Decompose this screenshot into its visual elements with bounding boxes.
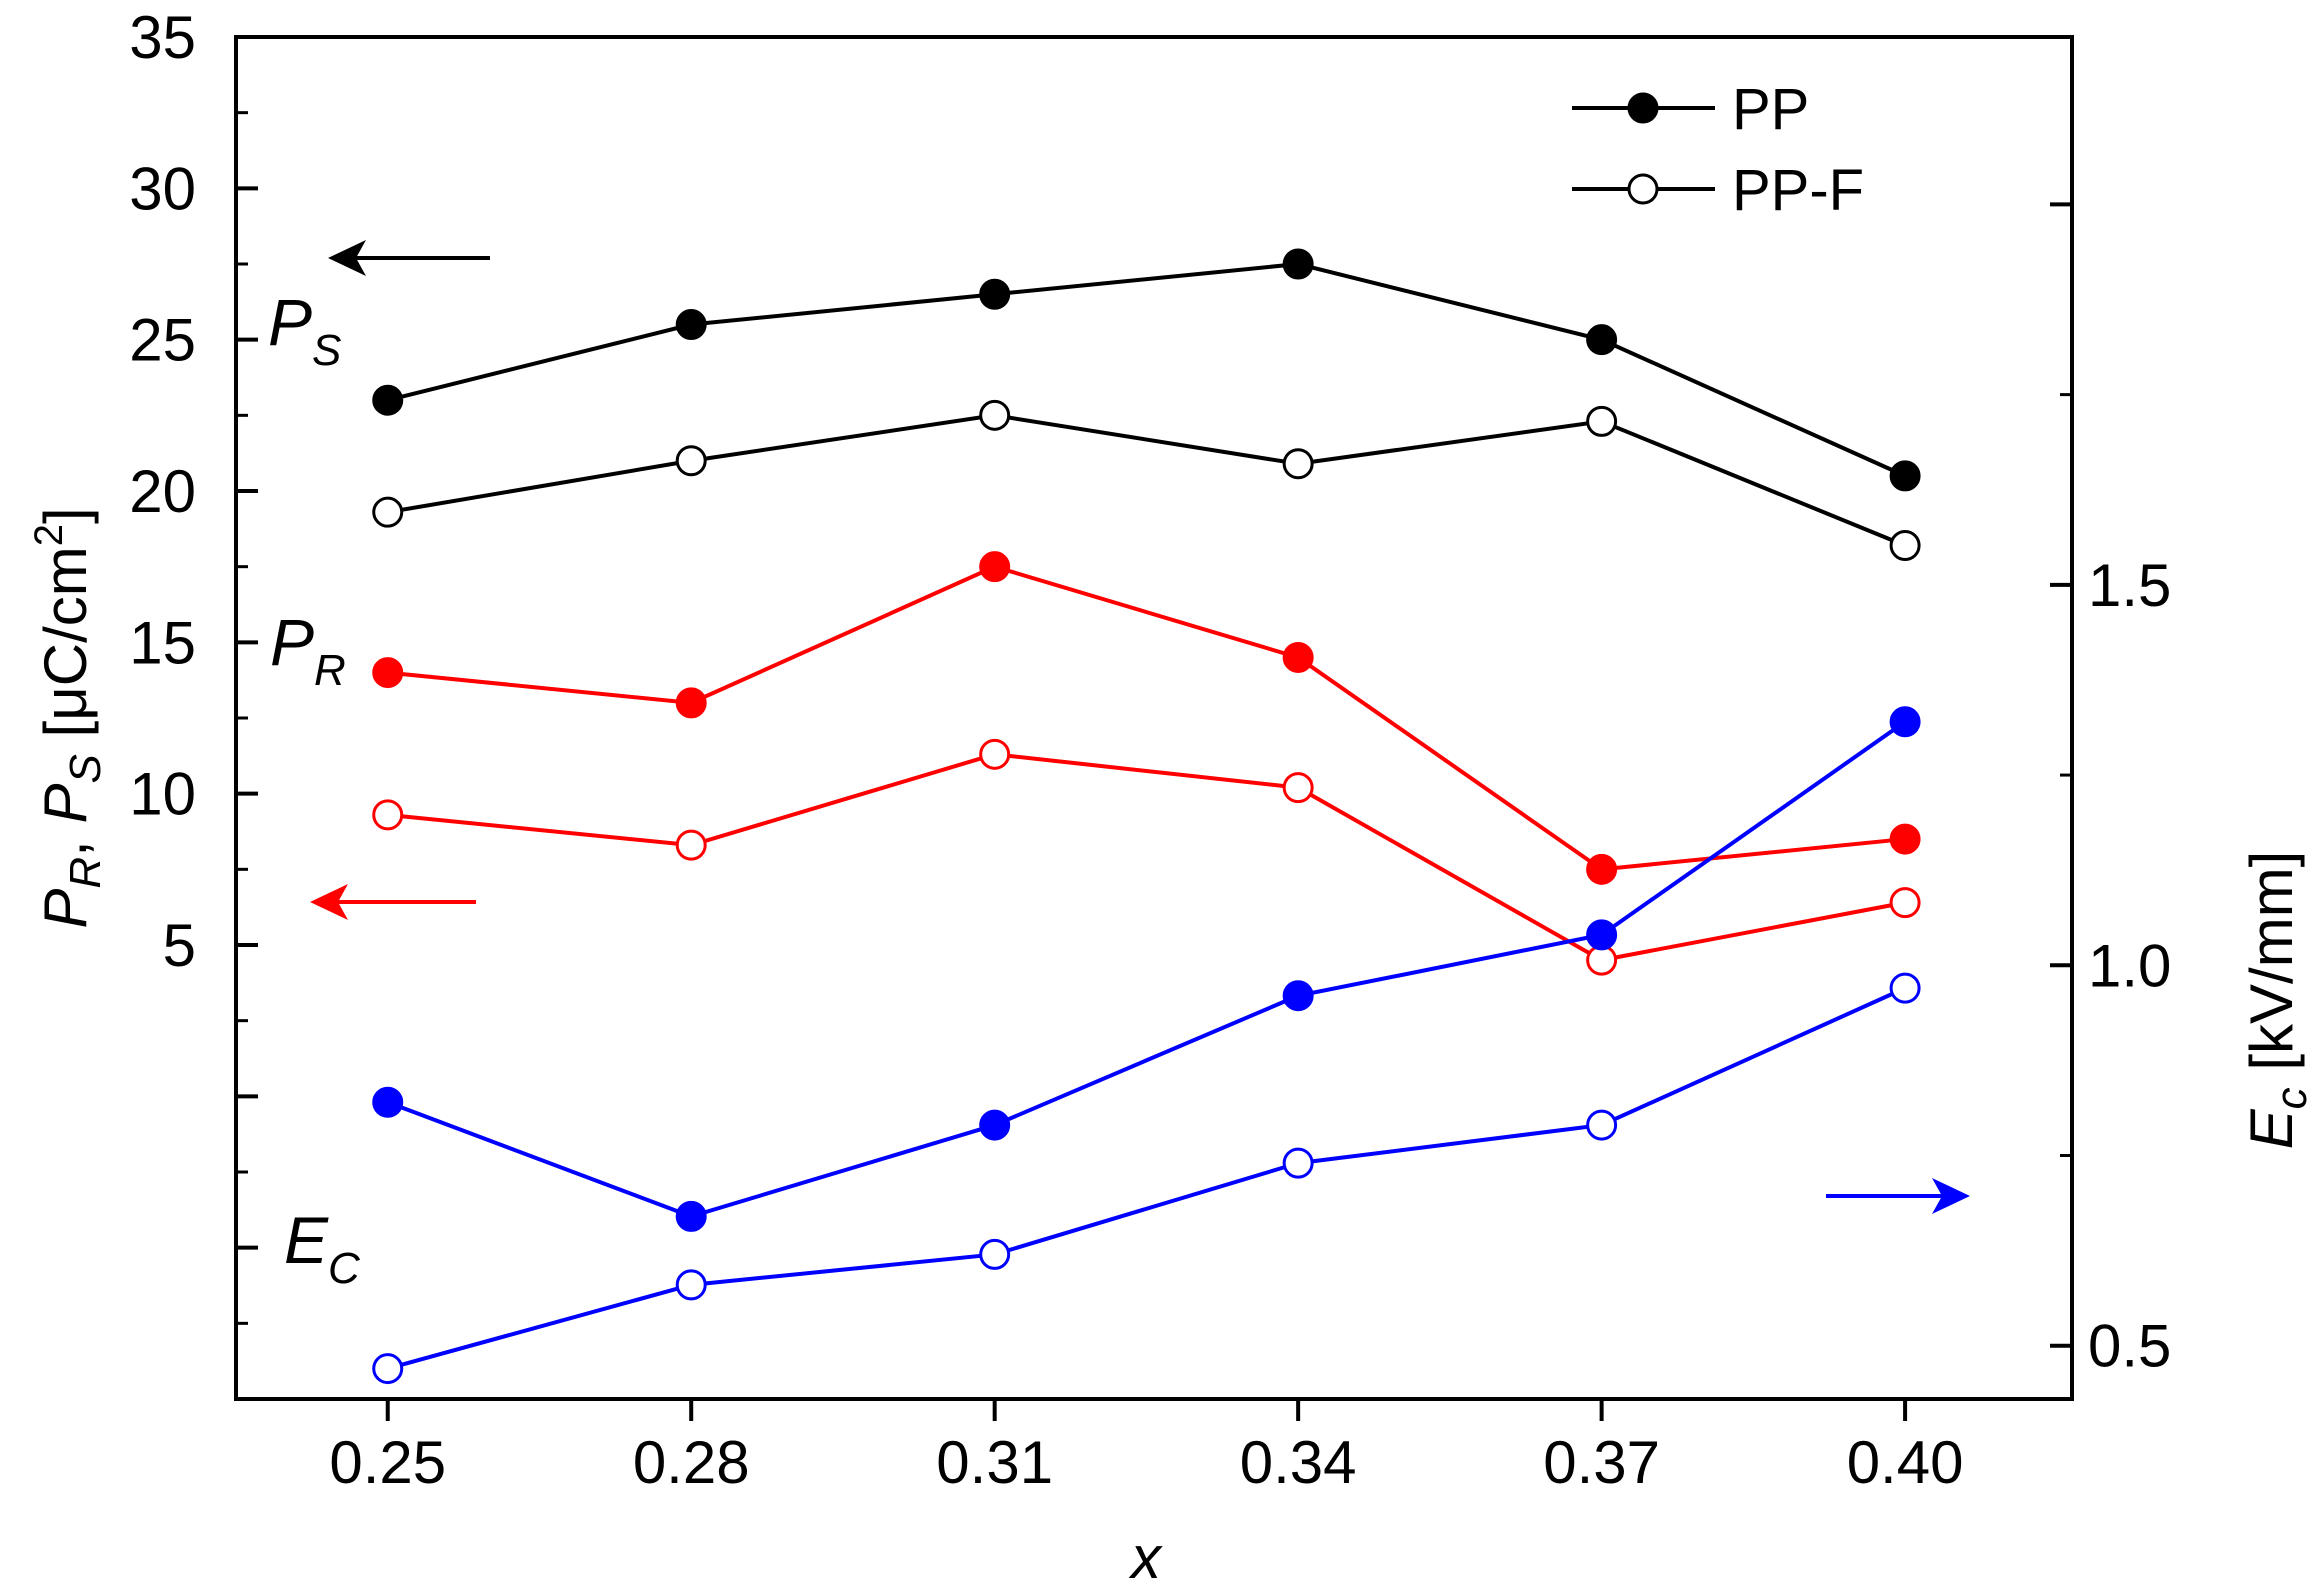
point-ps-pp-f bbox=[1586, 405, 1618, 437]
point-pr-pp bbox=[1889, 823, 1921, 855]
x-tick-label: 0.37 bbox=[1543, 1429, 1660, 1496]
point-ec-pp bbox=[1282, 980, 1314, 1012]
point-ec-pp bbox=[372, 1086, 404, 1118]
point-ec-pp bbox=[979, 1109, 1011, 1141]
left-tick-label: 20 bbox=[129, 458, 196, 525]
series-line-pr-pp bbox=[387, 564, 1906, 872]
left-axis-title-close: ] bbox=[32, 507, 99, 524]
point-pr-pp bbox=[675, 687, 707, 719]
ps-label-main: P bbox=[268, 285, 312, 359]
point-pr-pp-f bbox=[1282, 772, 1314, 804]
right-tick-label: 1.5 bbox=[2088, 552, 2171, 619]
point-ps-pp-f bbox=[372, 496, 404, 528]
x-tick-label: 0.31 bbox=[936, 1429, 1053, 1496]
point-ps-pp bbox=[979, 278, 1011, 310]
point-pr-pp-f bbox=[675, 829, 707, 861]
point-ec-pp-f bbox=[1889, 972, 1921, 1004]
right-axis-title-unit: [kV/mm] bbox=[2238, 851, 2305, 1088]
series-line-ec-pp bbox=[387, 720, 1907, 1219]
ec-axis-arrow bbox=[1826, 1178, 1970, 1214]
point-ec-pp-f bbox=[675, 1269, 707, 1301]
ps-label: PS bbox=[268, 285, 341, 375]
point-ps-pp bbox=[1282, 248, 1314, 280]
point-ps-pp bbox=[675, 309, 707, 341]
series-layer bbox=[372, 248, 1921, 1385]
point-pr-pp bbox=[372, 657, 404, 689]
point-ps-pp-f bbox=[1282, 448, 1314, 480]
pr-label-sub: R bbox=[314, 646, 346, 695]
right-axis-title: Ec [kV/mm] bbox=[2238, 851, 2316, 1150]
ec-label: EC bbox=[284, 1203, 361, 1293]
point-ps-pp bbox=[1889, 460, 1921, 492]
series-line-ec-pp-f bbox=[387, 986, 1906, 1371]
x-tick-label: 0.34 bbox=[1240, 1429, 1357, 1496]
point-ec-pp-f bbox=[979, 1238, 1011, 1270]
ps-axis-arrow bbox=[328, 240, 490, 276]
left-tick-label: 25 bbox=[129, 307, 196, 374]
left-tick-label: 10 bbox=[129, 761, 196, 828]
x-tick-label: 0.25 bbox=[329, 1429, 446, 1496]
point-pr-pp bbox=[1586, 853, 1618, 885]
left-tick-label: 30 bbox=[129, 155, 196, 222]
left-tick-label: 15 bbox=[129, 609, 196, 676]
left-axis-title-s1: R bbox=[61, 857, 110, 889]
point-ec-pp-f bbox=[1586, 1109, 1618, 1141]
legend-label-ppf: PP-F bbox=[1732, 158, 1864, 223]
pr-label-main: P bbox=[270, 605, 314, 679]
legend-marker-ppf bbox=[1627, 173, 1659, 205]
point-ec-pp bbox=[675, 1200, 707, 1232]
point-pr-pp bbox=[979, 551, 1011, 583]
point-pr-pp-f bbox=[372, 799, 404, 831]
ps-label-sub: S bbox=[312, 326, 341, 375]
x-axis-title: x bbox=[1128, 1524, 1163, 1590]
series-line-ps-pp bbox=[387, 261, 1906, 478]
point-pr-pp-f bbox=[979, 738, 1011, 770]
pr-axis-arrow bbox=[310, 884, 476, 920]
point-pr-pp bbox=[1282, 641, 1314, 673]
right-tick-label: 1.0 bbox=[2088, 932, 2171, 999]
left-axis-title-p2: P bbox=[32, 783, 99, 823]
x-tick-label: 0.40 bbox=[1847, 1429, 1964, 1496]
point-ps-pp bbox=[372, 384, 404, 416]
point-ps-pp bbox=[1586, 324, 1618, 356]
left-axis-title-sup: 2 bbox=[27, 524, 71, 546]
right-axis-title-sub: c bbox=[2267, 1087, 2316, 1109]
left-axis-title-unit: [μC/cm bbox=[32, 546, 99, 754]
legend-marker-pp bbox=[1627, 92, 1659, 124]
left-axis-title-comma: , bbox=[32, 824, 99, 857]
left-tick-label: 35 bbox=[129, 4, 196, 71]
point-ps-pp-f bbox=[979, 399, 1011, 431]
ec-label-sub: C bbox=[328, 1244, 361, 1293]
x-tick-label: 0.28 bbox=[633, 1429, 750, 1496]
point-ps-pp-f bbox=[675, 445, 707, 477]
pr-label: PR bbox=[270, 605, 346, 695]
point-ec-pp bbox=[1586, 919, 1618, 951]
ec-label-main: E bbox=[284, 1203, 329, 1277]
series-line-pr-pp-f bbox=[387, 752, 1906, 963]
point-ec-pp-f bbox=[372, 1353, 404, 1385]
legend-label-pp: PP bbox=[1732, 77, 1809, 142]
point-ec-pp-f bbox=[1282, 1147, 1314, 1179]
axis-ticks: 0.25 0.28 0.31 0.34 0.37 0.40 5 10 15 20 25 30 35 0.5… bbox=[129, 4, 2171, 1496]
left-axis-title-p1: P bbox=[32, 889, 99, 929]
point-ps-pp-f bbox=[1889, 529, 1921, 561]
left-axis-title: PR, PS [μC/cm2] bbox=[27, 507, 110, 928]
left-axis-title-s2: S bbox=[61, 754, 110, 783]
point-ec-pp bbox=[1889, 706, 1921, 738]
left-tick-label: 5 bbox=[163, 912, 196, 979]
right-tick-label: 0.5 bbox=[2088, 1313, 2171, 1380]
right-axis-title-main: E bbox=[2238, 1108, 2305, 1149]
plot-frame bbox=[234, 35, 2074, 1401]
legend: PP PP-F bbox=[1572, 77, 1864, 223]
series-line-ps-pp-f bbox=[387, 413, 1906, 548]
point-pr-pp-f bbox=[1889, 887, 1921, 919]
